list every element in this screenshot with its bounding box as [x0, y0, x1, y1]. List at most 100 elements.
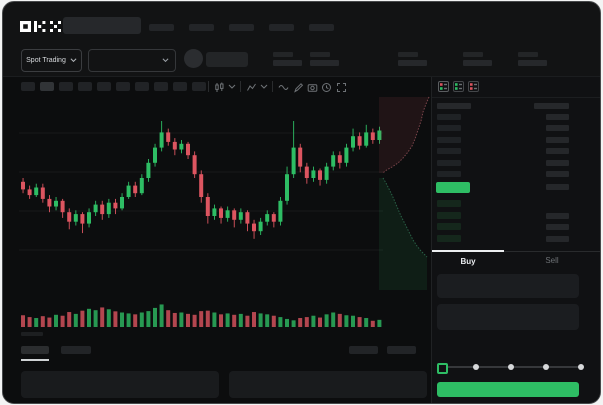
bid-amount-placeholder: [546, 236, 569, 242]
stat-label-placeholder: [273, 52, 293, 57]
book-all-icon[interactable]: [438, 81, 449, 92]
ask-amount-placeholder: [546, 137, 569, 143]
stat-value-placeholder: [273, 60, 302, 66]
orderbook-bid-row[interactable]: [432, 222, 600, 232]
search-input[interactable]: [63, 17, 141, 34]
orderbook-ask-row[interactable]: [432, 113, 600, 122]
orders-panel-placeholder: [229, 371, 427, 398]
orderbook-bid-row[interactable]: [432, 234, 600, 244]
book-bids-icon[interactable]: [453, 81, 464, 92]
bid-price-placeholder: [437, 223, 461, 230]
slider-stop[interactable]: [508, 364, 514, 370]
orderbook-ask-row[interactable]: [432, 124, 600, 133]
interval-button-placeholder[interactable]: [154, 82, 168, 91]
candle-style-icon[interactable]: [214, 82, 225, 93]
bid-price-placeholder: [437, 235, 461, 242]
bottom-tab-placeholder[interactable]: [21, 346, 49, 354]
bottom-action-placeholder[interactable]: [387, 346, 416, 354]
chevron-down-icon[interactable]: [260, 84, 268, 90]
stat-label-placeholder: [398, 52, 418, 57]
nav-item-placeholder[interactable]: [149, 24, 174, 31]
history-icon[interactable]: [321, 82, 332, 93]
toolbar-divider: [240, 81, 241, 92]
interval-button-placeholder[interactable]: [173, 82, 187, 91]
orderbook-ask-row[interactable]: [432, 147, 600, 156]
token-icon: [184, 49, 203, 68]
slider-handle[interactable]: [437, 363, 448, 374]
candlestick-chart[interactable]: [17, 90, 433, 336]
toolbar-divider: [208, 81, 209, 92]
nav-item-placeholder[interactable]: [229, 24, 254, 31]
buy-button[interactable]: [437, 382, 579, 397]
stat-value-placeholder: [398, 60, 427, 66]
tab-sell[interactable]: Sell: [504, 251, 600, 269]
stat-label-placeholder: [463, 52, 483, 57]
interval-button-placeholder[interactable]: [192, 82, 206, 91]
book-asks-icon[interactable]: [468, 81, 479, 92]
ask-amount-placeholder: [546, 114, 569, 120]
orderbook-bid-row[interactable]: [432, 199, 600, 209]
price-placeholder: [206, 52, 248, 67]
market-type-label: Spot Trading: [26, 57, 66, 64]
orderbook-bid-row[interactable]: [432, 211, 600, 221]
nav-item-placeholder[interactable]: [269, 24, 294, 31]
last-price-highlight[interactable]: [436, 182, 470, 193]
okx-logo: [20, 21, 61, 32]
ask-price-placeholder: [437, 114, 461, 120]
ask-price-placeholder: [437, 137, 461, 143]
slider-stop[interactable]: [578, 364, 584, 370]
interval-button-placeholder[interactable]: [59, 82, 73, 91]
interval-button-placeholder[interactable]: [40, 82, 54, 91]
bid-amount-placeholder: [546, 213, 569, 219]
edit-icon[interactable]: [293, 82, 304, 93]
bid-amount-placeholder: [546, 224, 569, 230]
interval-button-placeholder[interactable]: [78, 82, 92, 91]
chevron-down-icon: [162, 58, 169, 63]
interval-button-placeholder[interactable]: [21, 82, 35, 91]
nav-item-placeholder[interactable]: [189, 24, 214, 31]
camera-icon[interactable]: [307, 82, 318, 93]
spread-amount-placeholder: [546, 184, 569, 190]
interval-button-placeholder[interactable]: [135, 82, 149, 91]
stat-value-placeholder: [463, 60, 492, 66]
active-tab-underline: [21, 359, 49, 361]
bottom-action-placeholder[interactable]: [349, 346, 378, 354]
ob-header-amount: [534, 103, 569, 109]
interval-button-placeholder[interactable]: [116, 82, 130, 91]
toolbar-divider: [272, 81, 273, 92]
bid-price-placeholder: [437, 212, 461, 219]
ask-amount-placeholder: [546, 148, 569, 154]
tab-buy-label: Buy: [460, 256, 476, 266]
ask-amount-placeholder: [546, 125, 569, 131]
ask-amount-placeholder: [546, 160, 569, 166]
ask-price-placeholder: [437, 171, 461, 177]
ask-price-placeholder: [437, 125, 461, 131]
chevron-down-icon[interactable]: [228, 84, 236, 90]
indicator-icon[interactable]: [246, 82, 257, 93]
slider-stop[interactable]: [473, 364, 479, 370]
interval-button-placeholder[interactable]: [97, 82, 111, 91]
pair-selector[interactable]: [88, 49, 176, 72]
volume-label-placeholder: [21, 332, 43, 336]
amount-input[interactable]: [437, 304, 579, 330]
price-input[interactable]: [437, 274, 579, 298]
fullscreen-icon[interactable]: [336, 82, 347, 93]
wave-icon[interactable]: [278, 82, 289, 93]
orderbook-ask-row[interactable]: [432, 170, 600, 179]
bottom-tab-placeholder[interactable]: [61, 346, 91, 354]
orderbook-ask-row[interactable]: [432, 159, 600, 168]
stat-value-placeholder: [310, 60, 339, 66]
slider-stop[interactable]: [543, 364, 549, 370]
market-type-selector[interactable]: Spot Trading: [21, 49, 82, 72]
depth-chart: [379, 96, 430, 290]
nav-item-placeholder[interactable]: [309, 24, 334, 31]
stat-label-placeholder: [518, 52, 538, 57]
orderbook-ask-row[interactable]: [432, 136, 600, 145]
header-divider: [3, 76, 600, 77]
ob-header-price: [437, 103, 471, 109]
orders-panel-placeholder: [21, 371, 219, 398]
ask-price-placeholder: [437, 148, 461, 154]
tab-buy[interactable]: Buy: [432, 250, 504, 270]
tab-sell-label: Sell: [545, 256, 559, 265]
